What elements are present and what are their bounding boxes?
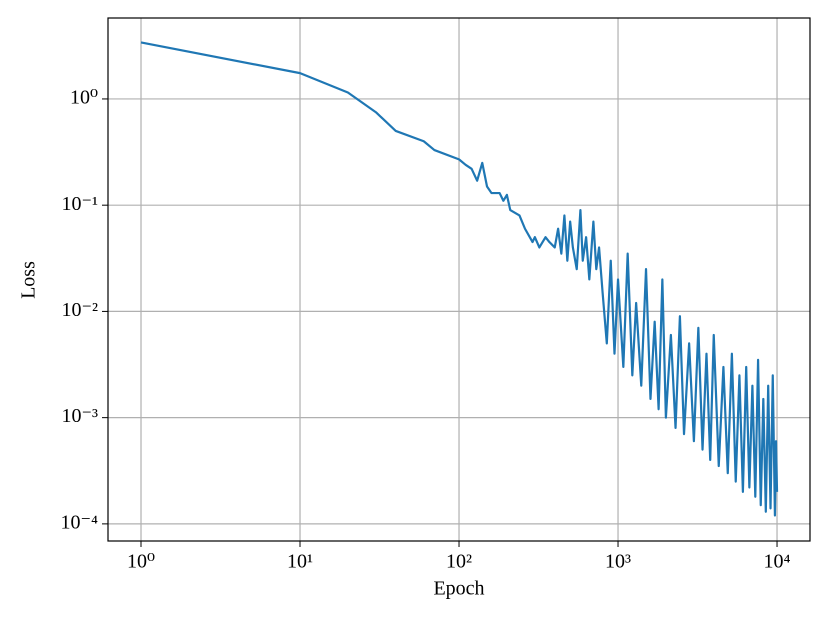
y-axis-label: Loss [18, 261, 40, 299]
x-tick-label: 10⁰ [127, 551, 155, 573]
x-tick-label: 10¹ [287, 551, 313, 573]
loss-line [140, 41, 779, 517]
y-tick-label: 10⁻² [61, 299, 98, 321]
x-tick-label: 10² [446, 551, 472, 573]
y-tick-label: 10⁻³ [61, 405, 98, 427]
x-axis-label: Epoch [433, 578, 484, 600]
plot-frame [107, 17, 811, 542]
y-tick-label: 10⁻⁴ [60, 511, 98, 533]
x-tick-label: 10³ [605, 551, 631, 573]
x-tick-label: 10⁴ [764, 551, 791, 573]
y-tick-label: 10⁻¹ [61, 193, 98, 215]
y-tick-label: 10⁰ [70, 87, 98, 109]
